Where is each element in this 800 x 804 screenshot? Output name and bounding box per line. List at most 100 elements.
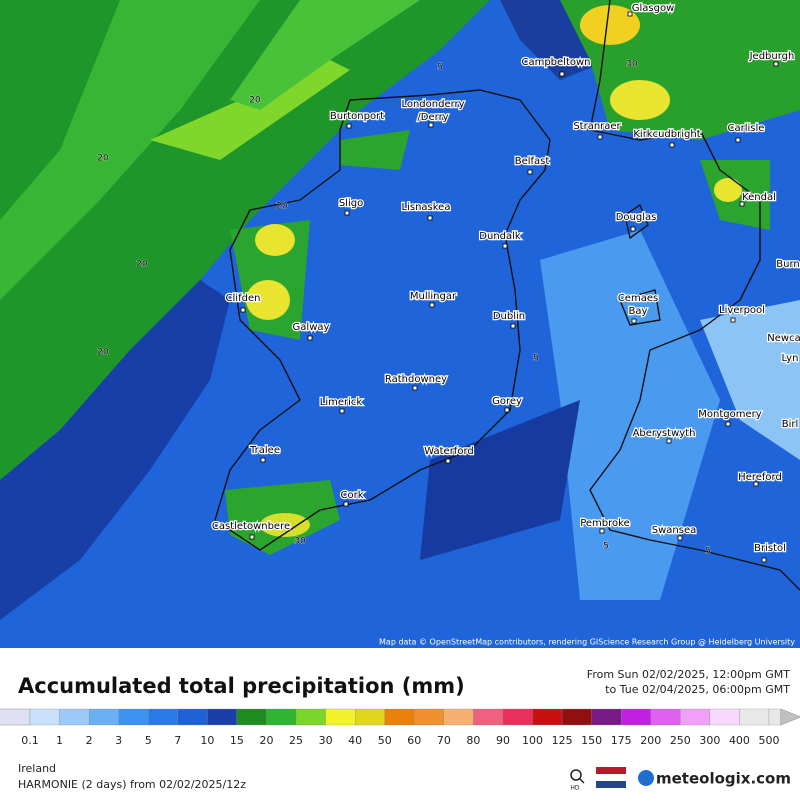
place-marker (761, 557, 767, 563)
place-label: Waterford (424, 446, 473, 457)
zoom-icon[interactable] (570, 769, 582, 781)
precip-area (580, 5, 640, 45)
zoom-icon (579, 778, 585, 784)
place-marker (339, 408, 345, 414)
legend-swatch (118, 708, 149, 726)
place-label: Cemaes (618, 293, 658, 304)
place-marker (677, 535, 683, 541)
precip-area (246, 280, 290, 320)
legend-label: 20 (259, 734, 273, 747)
place-label: Carlisle (728, 123, 765, 134)
legend-label: 40 (348, 734, 362, 747)
legend-swatch (148, 708, 178, 726)
place-label: Bay (629, 306, 648, 317)
model-run: HARMONIE (2 days) from 02/02/2025/12z (18, 778, 246, 791)
brand[interactable]: meteologix.com (656, 770, 791, 788)
coastline (589, 0, 800, 591)
legend-swatch (650, 708, 681, 726)
contour-label: 20 (97, 348, 109, 358)
legend-swatch (266, 708, 297, 726)
place-marker (344, 210, 350, 216)
period-from: From Sun 02/02/2025, 12:00pm GMT (587, 668, 790, 681)
legend-swatch (443, 708, 474, 726)
place-label: Newca (767, 333, 800, 344)
legend-label: 7 (174, 734, 181, 747)
legend-swatch (59, 708, 90, 726)
place-label: Pembroke (580, 518, 630, 529)
hd-label[interactable]: HD (570, 785, 580, 792)
place-label: Mullingar (410, 291, 457, 302)
precip-area (610, 80, 670, 120)
legend-label: 400 (729, 734, 750, 747)
place-label: Liverpool (719, 305, 765, 316)
place-marker (412, 385, 418, 391)
legend-label: 10 (200, 734, 214, 747)
place-marker (428, 122, 434, 128)
attribution: Map data © OpenStreetMap contributors, r… (379, 638, 795, 647)
place-marker (249, 534, 255, 540)
place-label: Lyn (782, 353, 799, 364)
contour-label: 5 (437, 63, 443, 73)
legend-label: 70 (437, 734, 451, 747)
legend-swatch (591, 708, 622, 726)
precip-area (340, 130, 410, 170)
place-marker (427, 215, 433, 221)
legend-label: 80 (466, 734, 480, 747)
place-label: Gorey (492, 396, 522, 407)
legend-swatch (502, 708, 533, 726)
place-marker (307, 335, 313, 341)
precip-area (150, 60, 350, 160)
legend-swatch (384, 708, 415, 726)
legend-label: 300 (699, 734, 720, 747)
coastline (624, 204, 649, 239)
precip-area (0, 280, 230, 620)
legend-swatch (768, 708, 781, 726)
place-label: Dublin (493, 311, 525, 322)
region: Ireland (18, 762, 56, 775)
contour-label: 20 (97, 154, 109, 164)
title: Accumulated total precipitation (mm) (18, 674, 465, 698)
legend-label: 50 (378, 734, 392, 747)
precip-area (700, 300, 800, 460)
place-marker (260, 457, 266, 463)
place-marker (669, 142, 675, 148)
place-label: Tralee (249, 445, 280, 456)
place-label: /Derry (417, 112, 448, 123)
legend-swatch (709, 708, 740, 726)
legend-swatch (739, 708, 770, 726)
place-label: Rathdowney (385, 374, 447, 385)
place-label: Douglas (616, 212, 657, 223)
place-label: Galway (293, 322, 330, 333)
contour-label: 20 (249, 96, 261, 106)
legend-label: 500 (759, 734, 780, 747)
place-label: Limerick (320, 397, 363, 408)
place-label: Lisnaskea (402, 202, 451, 213)
brand-logo (638, 770, 654, 786)
flag (596, 767, 626, 774)
legend-label: 0.1 (21, 734, 39, 747)
place-label: Stranraer (573, 121, 621, 132)
place-marker (753, 481, 759, 487)
legend-swatch (621, 708, 651, 726)
legend-label: 3 (115, 734, 122, 747)
contour-label: 30 (294, 537, 306, 547)
legend-label: 100 (522, 734, 543, 747)
precip-area (255, 224, 295, 256)
legend-label: 150 (581, 734, 602, 747)
legend-label: 200 (640, 734, 661, 747)
place-label: Cork (340, 490, 363, 501)
contour-label: 20 (136, 260, 148, 270)
place-label: Bristol (754, 543, 786, 554)
legend-label: 125 (552, 734, 573, 747)
place-marker (429, 302, 435, 308)
legend-swatch (561, 708, 592, 726)
legend-swatch (532, 708, 563, 726)
legend-label: 175 (611, 734, 632, 747)
legend-swatch (207, 708, 238, 726)
legend-arrow (780, 708, 800, 726)
place-marker (504, 407, 510, 413)
precip-area (230, 0, 420, 110)
place-marker (445, 458, 451, 464)
place-marker (559, 71, 565, 77)
